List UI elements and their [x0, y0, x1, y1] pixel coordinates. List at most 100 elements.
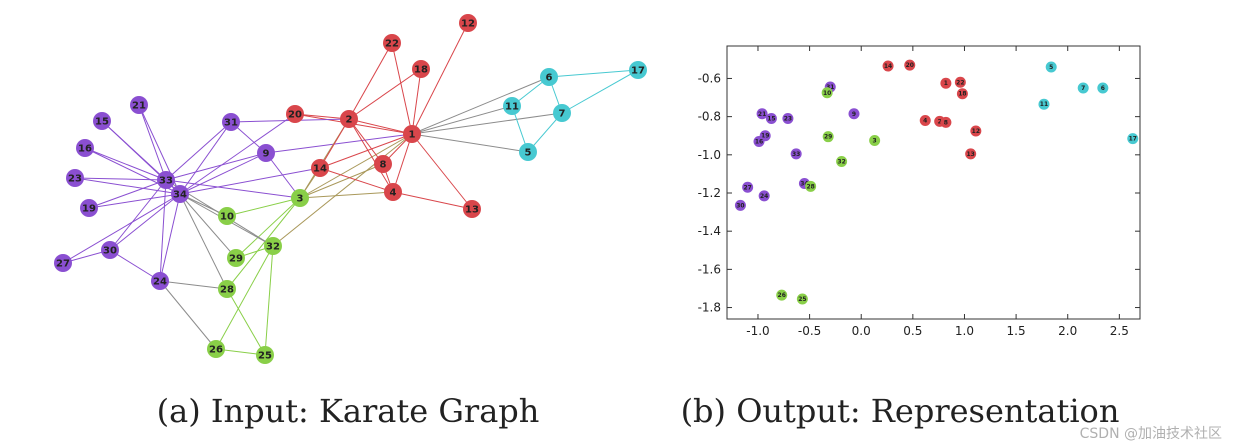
graph-node-circle	[519, 143, 537, 161]
graph-node-16: 16	[76, 139, 94, 157]
graph-edge-19-33	[88, 179, 167, 209]
graph-node-circle	[222, 113, 240, 131]
graph-node-label: 21	[132, 101, 146, 112]
graph-node-circle	[463, 200, 481, 218]
graph-node-circle	[80, 199, 98, 217]
graph-edge-1-22	[391, 42, 413, 135]
graph-node-32: 32	[264, 237, 282, 255]
scatter-point-circle	[836, 156, 848, 167]
scatter-point-30: 30	[734, 199, 746, 211]
scatter-point-7: 7	[1077, 82, 1089, 94]
graph-node-27: 27	[54, 254, 72, 272]
graph-node-label: 15	[95, 117, 109, 128]
scatter-point-label: 29	[824, 134, 832, 141]
graph-node-23: 23	[66, 169, 84, 187]
graph-node-11: 11	[503, 97, 521, 115]
scatter-point-circle	[848, 108, 860, 120]
graph-node-circle	[171, 185, 189, 203]
y-tick-label: -0.6	[698, 71, 721, 85]
graph-node-24: 24	[151, 272, 169, 290]
scatter-point-label: 16	[755, 138, 763, 145]
scatter-point-label: 22	[956, 79, 964, 86]
graph-node-circle	[130, 96, 148, 114]
graph-node-circle	[286, 105, 304, 123]
scatter-point-label: 4	[923, 117, 927, 124]
scatter-point-10: 10	[821, 87, 833, 99]
graph-node-15: 15	[93, 112, 111, 130]
scatter-point-label: 28	[806, 183, 814, 190]
scatter-point-label: 17	[1129, 136, 1137, 143]
graph-node-label: 27	[56, 259, 70, 270]
scatter-point-label: 11	[1040, 101, 1048, 108]
graph-edge-6-17	[548, 69, 639, 78]
graph-edge-23-33	[74, 177, 167, 181]
graph-node-label: 3	[297, 194, 304, 205]
x-tick-label: 2.5	[1110, 324, 1129, 338]
graph-node-circle	[374, 155, 392, 173]
scatter-point-circle	[753, 135, 765, 147]
graph-node-label: 6	[546, 73, 553, 84]
graph-edge-24-28	[159, 280, 228, 290]
scatter-point-label: 1	[944, 80, 948, 87]
graph-node-label: 8	[380, 160, 387, 171]
scatter-point-circle	[734, 199, 746, 211]
y-tick-label: -1.6	[698, 262, 721, 276]
graph-edge-1-7	[411, 112, 563, 135]
graph-edge-14-34	[179, 167, 321, 195]
scatter-point-label: 10	[823, 90, 831, 97]
graph-node-circle	[151, 272, 169, 290]
graph-edge-25-32	[264, 245, 274, 356]
graph-node-circle	[540, 68, 558, 86]
graph-node-label: 31	[224, 118, 238, 129]
graph-edge-4-13	[392, 191, 473, 210]
graph-edge-30-33	[109, 179, 167, 251]
scatter-point-label: 32	[837, 159, 845, 166]
scatter-point-24: 24	[758, 190, 770, 202]
graph-edge-1-12	[411, 22, 469, 135]
scatter-point-22: 22	[954, 76, 966, 88]
scatter-point-26: 26	[776, 289, 788, 301]
graph-node-13: 13	[463, 200, 481, 218]
scatter-point-12: 12	[970, 125, 982, 137]
scatter-point-circle	[758, 190, 770, 202]
scatter-point-1: 1	[940, 77, 952, 89]
scatter-point-circle	[1077, 82, 1089, 94]
graph-edge-3-9	[265, 152, 301, 199]
graph-node-8: 8	[374, 155, 392, 173]
graph-node-7: 7	[553, 104, 571, 122]
graph-node-label: 4	[390, 188, 397, 199]
graph-edge-24-30	[109, 249, 161, 282]
plot-frame	[726, 45, 1141, 320]
graph-edge-2-18	[348, 68, 422, 120]
graph-node-29: 29	[227, 249, 245, 267]
scatter-point-circle	[821, 87, 833, 99]
scatter-point-20: 20	[904, 59, 916, 71]
scatter-point-circle	[954, 76, 966, 88]
graph-edge-23-34	[74, 177, 181, 195]
graph-node-17: 17	[629, 61, 647, 79]
scatter-point-8: 8	[940, 116, 952, 128]
graph-node-25: 25	[256, 346, 274, 364]
graph-node-circle	[227, 249, 245, 267]
graph-caption: (a) Input: Karate Graph	[157, 392, 540, 430]
graph-edge-1-4	[392, 133, 413, 193]
graph-edge-31-33	[165, 121, 232, 181]
graph-node-circle	[101, 241, 119, 259]
graph-edge-1-9	[265, 133, 413, 154]
scatter-point-circle	[782, 113, 794, 125]
graph-node-9: 9	[257, 144, 275, 162]
graph-edge-21-33	[138, 104, 167, 181]
scatter-point-label: 30	[736, 202, 744, 209]
graph-node-circle	[256, 346, 274, 364]
graph-edge-3-29	[235, 197, 301, 259]
graph-node-label: 25	[258, 351, 272, 362]
graph-edge-24-26	[159, 280, 217, 350]
scatter-point-label: 8	[944, 119, 948, 126]
scatter-point-circle	[822, 131, 834, 143]
x-tick-label: 0.0	[852, 324, 871, 338]
scatter-point-circle	[970, 125, 982, 137]
graph-node-circle	[257, 144, 275, 162]
scatter-point-label: 24	[760, 193, 768, 200]
scatter-point-label: 20	[906, 62, 914, 69]
scatter-point-circle	[882, 60, 894, 72]
